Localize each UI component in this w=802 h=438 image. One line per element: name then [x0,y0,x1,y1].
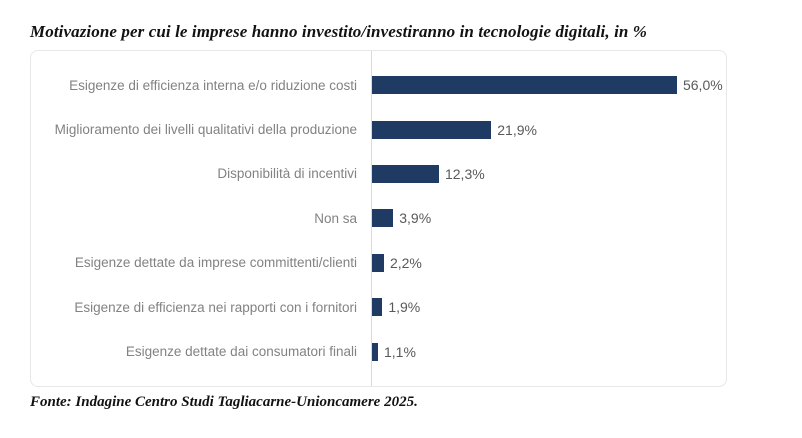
bar [372,120,492,139]
bar-row: Disponibilità di incentivi 12,3% [31,152,726,196]
bar-zone: 1,1% [371,342,726,361]
bar-row: Esigenze di efficienza nei rapporti con … [31,285,726,329]
value-label: 3,9% [399,210,432,227]
value-label: 12,3% [444,166,485,183]
y-axis-line [371,51,372,386]
value-label: 2,2% [389,254,422,271]
bar-zone: 2,2% [371,253,726,272]
category-label: Disponibilità di incentivi [217,166,357,182]
value-label: 1,1% [383,343,416,360]
bar-zone: 3,9% [371,209,726,228]
bar-zone: 56,0% [371,76,726,95]
plot-area: Esigenze di efficienza interna e/o riduz… [30,50,727,387]
bar [372,165,439,184]
category-label: Esigenze dettate dai consumatori finali [125,344,357,360]
category-label: Esigenze di efficienza interna e/o riduz… [69,77,357,93]
value-label: 56,0% [682,77,723,94]
bar-row: Miglioramento dei livelli qualitativi de… [31,107,726,151]
bar [372,76,677,95]
bar-zone: 12,3% [371,165,726,184]
source-note: Fonte: Indagine Centro Studi Tagliacarne… [30,394,418,410]
bar [372,253,384,272]
category-label: Esigenze di efficienza nei rapporti con … [74,299,357,315]
bar-row: Esigenze di efficienza interna e/o riduz… [31,63,726,107]
bar [372,342,378,361]
category-label: Non sa [314,210,357,226]
bar-zone: 21,9% [371,120,726,139]
bar-rows: Esigenze di efficienza interna e/o riduz… [31,51,726,386]
bar [372,298,383,317]
bar-row: Esigenze dettate da imprese committenti/… [31,241,726,285]
value-label: 1,9% [388,299,421,316]
bar-zone: 1,9% [371,298,726,317]
bar [372,209,394,228]
chart-title: Motivazione per cui le imprese hanno inv… [30,22,648,41]
bar-row: Non sa 3,9% [31,196,726,240]
bar-row: Esigenze dettate dai consumatori finali … [31,330,726,374]
category-label: Miglioramento dei livelli qualitativi de… [54,122,357,138]
value-label: 21,9% [497,121,537,138]
category-label: Esigenze dettate da imprese committenti/… [74,255,357,271]
